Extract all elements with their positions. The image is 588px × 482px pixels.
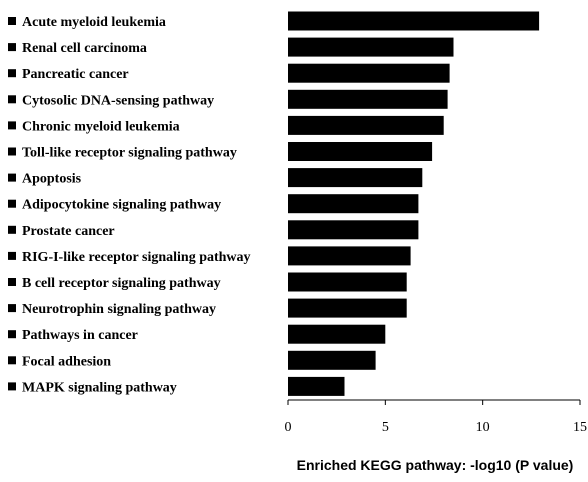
category-bullet-marker bbox=[8, 17, 16, 25]
category-label: Chronic myeloid leukemia bbox=[22, 119, 180, 134]
category-label: Neurotrophin signaling pathway bbox=[22, 302, 216, 317]
bar bbox=[288, 298, 407, 318]
category-label: Apoptosis bbox=[22, 172, 82, 187]
category-label: Renal cell carcinoma bbox=[22, 41, 147, 56]
category-bullet-marker bbox=[8, 382, 16, 391]
x-axis-title: Enriched KEGG pathway: -log10 (P value) bbox=[297, 457, 574, 473]
x-tick-label: 10 bbox=[476, 420, 490, 435]
bar bbox=[288, 11, 540, 31]
category-label: Acute myeloid leukemia bbox=[22, 15, 166, 30]
category-label: Toll-like receptor signaling pathway bbox=[22, 146, 237, 161]
bar bbox=[288, 37, 454, 57]
bar bbox=[288, 142, 433, 161]
category-bullet-marker bbox=[8, 251, 16, 260]
bar bbox=[288, 115, 444, 135]
category-bullet-marker bbox=[8, 69, 16, 78]
category-bullet-marker bbox=[8, 173, 16, 182]
category-label: B cell receptor signaling pathway bbox=[22, 276, 221, 291]
bar bbox=[288, 63, 450, 83]
category-bullet-marker bbox=[8, 95, 16, 104]
category-bullet-marker bbox=[8, 278, 16, 286]
category-label: RIG-I-like receptor signaling pathway bbox=[22, 250, 251, 265]
category-bullet-marker bbox=[8, 147, 16, 156]
bar bbox=[288, 220, 419, 240]
x-tick-label: 0 bbox=[285, 420, 292, 435]
bar bbox=[288, 324, 386, 344]
category-bullet-marker bbox=[8, 225, 16, 234]
category-labels: Acute myeloid leukemia Renal cell carcino… bbox=[8, 15, 251, 395]
category-bullet-marker bbox=[8, 43, 16, 52]
bar bbox=[288, 272, 407, 292]
category-label: Prostate cancer bbox=[22, 224, 115, 239]
category-label: Pancreatic cancer bbox=[22, 67, 129, 82]
bars bbox=[288, 11, 540, 396]
category-bullet-marker bbox=[8, 356, 16, 365]
bar bbox=[288, 194, 419, 214]
category-label: Cytosolic DNA-sensing pathway bbox=[22, 93, 214, 108]
category-bullet-marker bbox=[8, 121, 16, 130]
bar bbox=[288, 376, 345, 396]
x-axis: 0 5 10 15 bbox=[285, 399, 587, 435]
x-tick-label: 15 bbox=[573, 420, 587, 435]
category-label: Adipocytokine signaling pathway bbox=[22, 198, 221, 213]
category-bullet-marker bbox=[8, 330, 16, 339]
x-tick-label: 5 bbox=[382, 420, 389, 435]
bar bbox=[288, 89, 448, 109]
bar bbox=[288, 350, 376, 370]
category-label: Focal adhesion bbox=[22, 354, 111, 369]
bar bbox=[288, 246, 411, 266]
category-bullet-marker bbox=[8, 304, 16, 313]
category-bullet-marker bbox=[8, 199, 16, 208]
bar bbox=[288, 168, 423, 188]
category-label: MAPK signaling pathway bbox=[22, 380, 177, 395]
category-label: Pathways in cancer bbox=[22, 328, 138, 343]
